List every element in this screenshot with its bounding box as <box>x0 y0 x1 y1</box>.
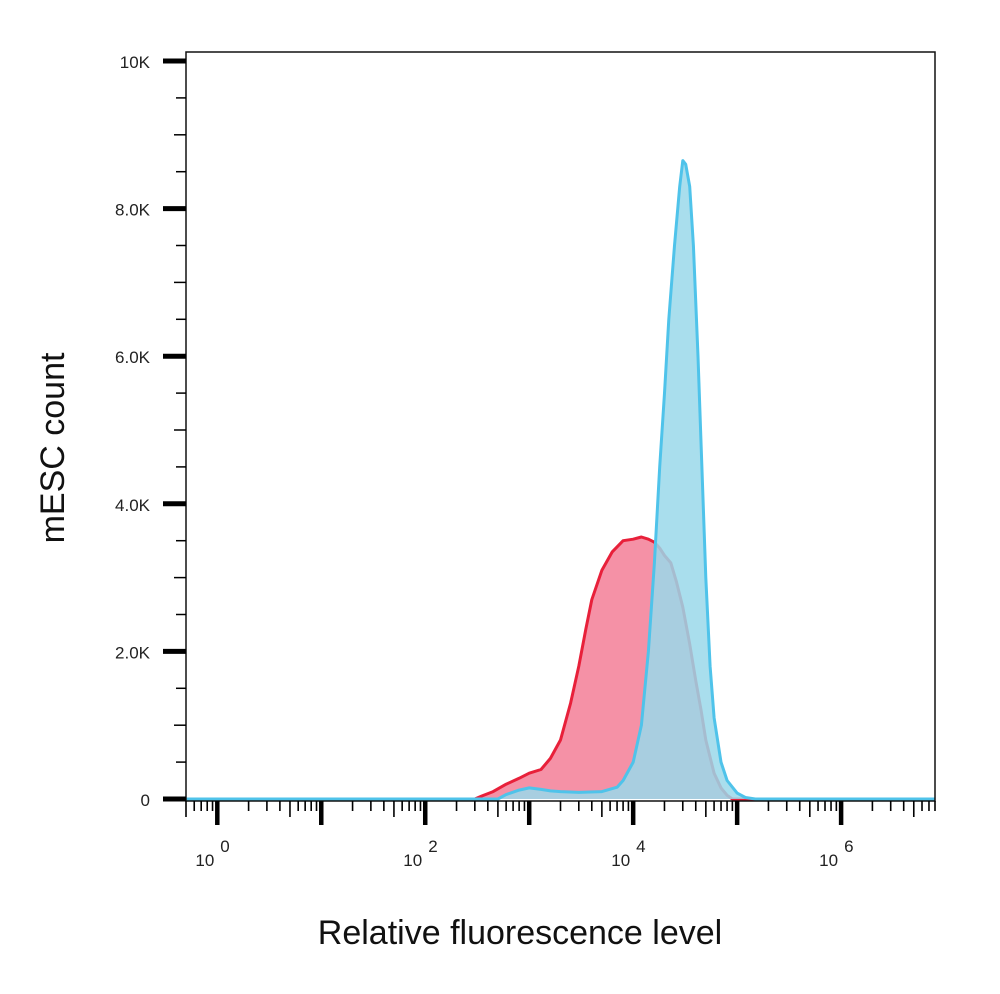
x-tick-label-3: 10 6 <box>819 837 853 870</box>
y-axis: 0 2.0K 4.0K 6.0K 8.0K 10K <box>115 53 186 810</box>
x-tick-base: 10 <box>195 851 214 870</box>
x-tick-exponent: 0 <box>220 837 229 856</box>
x-tick-label-0: 10 0 <box>195 837 229 870</box>
x-tick-base: 10 <box>611 851 630 870</box>
x-tick-exponent: 4 <box>636 837 645 856</box>
x-tick-base: 10 <box>819 851 838 870</box>
x-axis: 10 0 10 2 10 4 10 6 <box>185 801 936 870</box>
y-tick-label-5: 10K <box>120 53 151 72</box>
series-layer <box>186 159 935 801</box>
plot-frame <box>185 51 936 802</box>
x-tick-exponent: 2 <box>428 837 437 856</box>
series-2-line <box>186 159 935 801</box>
series-1-area <box>186 537 935 799</box>
x-tick-base: 10 <box>403 851 422 870</box>
y-tick-label-3: 6.0K <box>115 348 151 367</box>
y-axis-title: mESC count <box>34 352 72 543</box>
x-axis-title: Relative fluorescence level <box>318 914 722 952</box>
x-tick-exponent: 6 <box>844 837 853 856</box>
y-tick-label-1: 2.0K <box>115 643 151 662</box>
series-2-area <box>186 160 935 800</box>
y-tick-label-2: 4.0K <box>115 496 151 515</box>
x-tick-label-1: 10 2 <box>403 837 437 870</box>
y-tick-label-4: 8.0K <box>115 201 151 220</box>
x-tick-label-2: 10 4 <box>611 837 645 870</box>
y-tick-label-0: 0 <box>141 791 150 810</box>
